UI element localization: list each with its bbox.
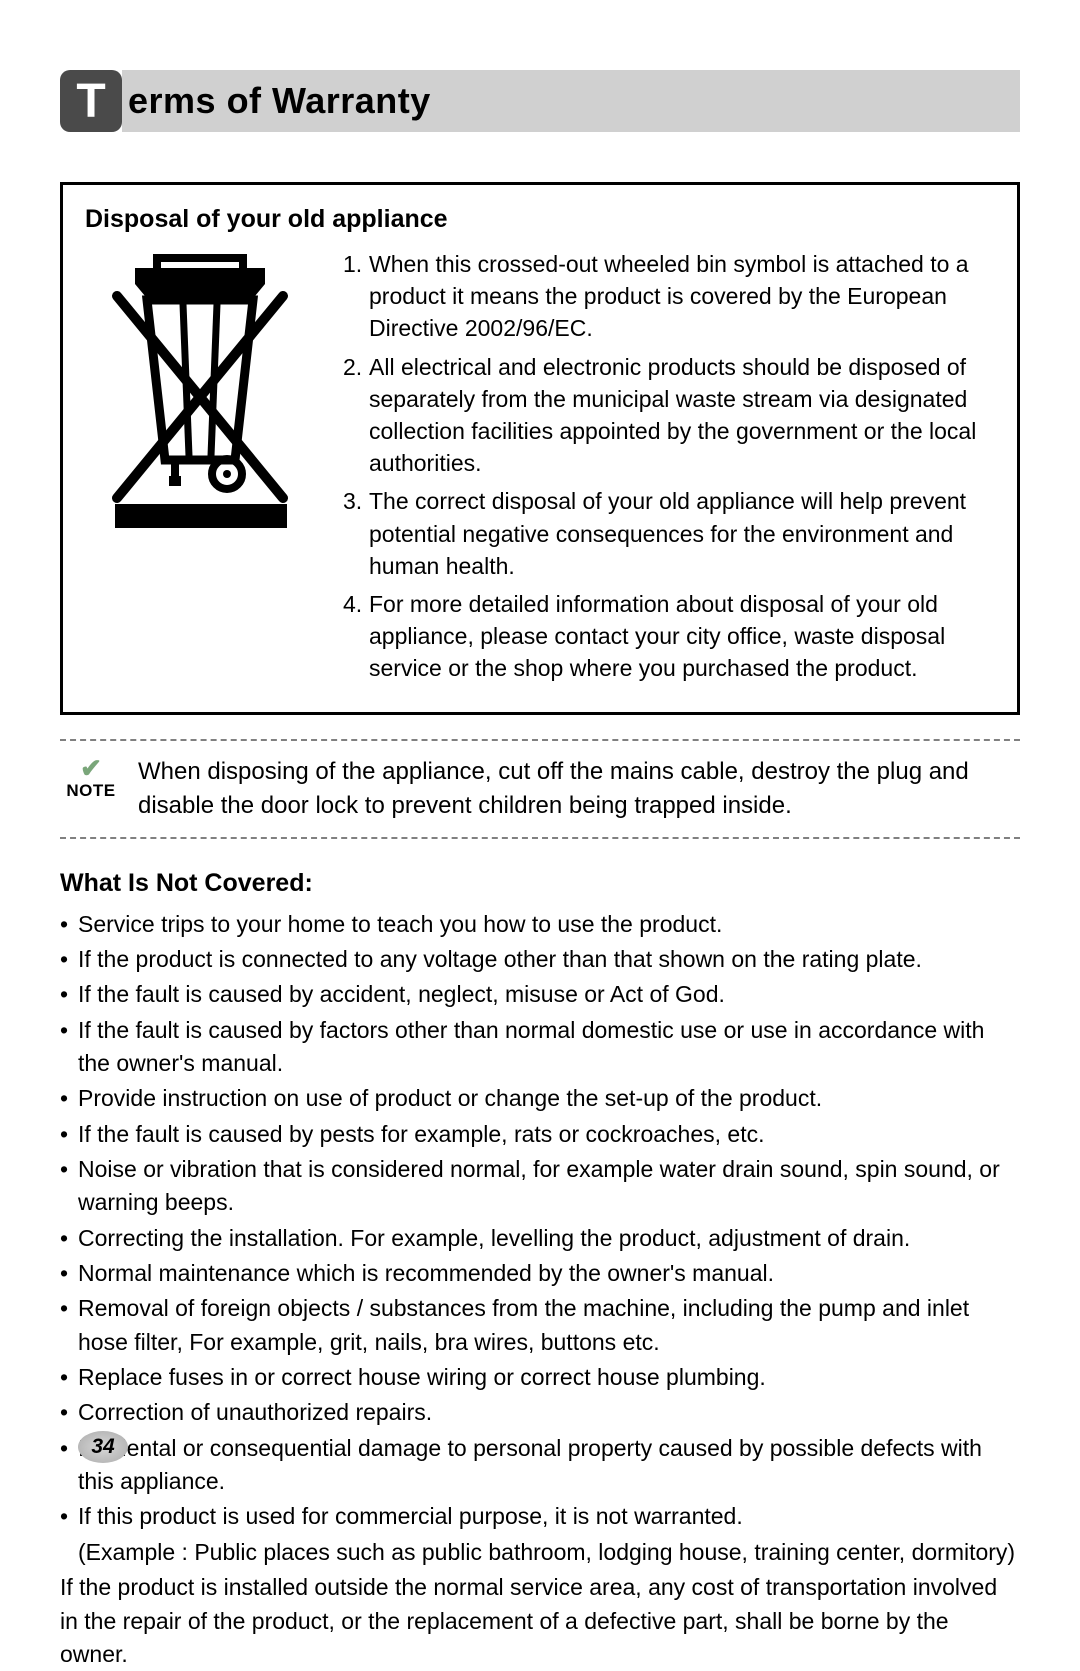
list-item: •Correcting the installation. For exampl… <box>60 1222 1020 1255</box>
disposal-heading: Disposal of your old appliance <box>85 205 995 234</box>
list-item: •Incidental or consequential damage to p… <box>60 1432 1020 1499</box>
not-covered-heading: What Is Not Covered: <box>60 869 1020 898</box>
page-title-bar: T erms of Warranty <box>60 70 1020 132</box>
list-item: 3.The correct disposal of your old appli… <box>343 485 995 582</box>
disposal-box: Disposal of your old appliance <box>60 182 1020 715</box>
list-item: •If the fault is caused by pests for exa… <box>60 1118 1020 1151</box>
page-number-badge: 34 <box>78 1431 128 1463</box>
list-item: •Service trips to your home to teach you… <box>60 908 1020 941</box>
list-item: •If the fault is caused by factors other… <box>60 1014 1020 1081</box>
example-line: (Example : Public places such as public … <box>60 1536 1020 1569</box>
list-item: •Provide instruction on use of product o… <box>60 1082 1020 1115</box>
list-item: •Noise or vibration that is considered n… <box>60 1153 1020 1220</box>
page-number: 34 <box>78 1431 128 1463</box>
disposal-content: 1.When this crossed-out wheeled bin symb… <box>85 248 995 690</box>
not-covered-list: •Service trips to your home to teach you… <box>60 908 1020 1570</box>
list-item: •Removal of foreign objects / substances… <box>60 1292 1020 1359</box>
list-item: •If the fault is caused by accident, neg… <box>60 978 1020 1011</box>
list-item: •Normal maintenance which is recommended… <box>60 1257 1020 1290</box>
list-item: •If this product is used for commercial … <box>60 1500 1020 1533</box>
list-item: 2.All electrical and electronic products… <box>343 351 995 480</box>
title-initial-cap: T <box>60 70 122 132</box>
disposal-list: 1.When this crossed-out wheeled bin symb… <box>343 248 995 690</box>
note-label: NOTE <box>60 781 122 801</box>
check-icon: ✔ <box>60 755 122 781</box>
note-badge: ✔ NOTE <box>60 755 122 822</box>
not-covered-footer: If the product is installed outside the … <box>60 1571 1020 1671</box>
list-item: •Replace fuses in or correct house wirin… <box>60 1361 1020 1394</box>
note-section: ✔ NOTE When disposing of the appliance, … <box>60 739 1020 838</box>
list-item: 1.When this crossed-out wheeled bin symb… <box>343 248 995 345</box>
list-item: •Correction of unauthorized repairs. <box>60 1396 1020 1429</box>
title-rest: erms of Warranty <box>122 70 1020 132</box>
list-item: 4.For more detailed information about di… <box>343 588 995 685</box>
list-item: •If the product is connected to any volt… <box>60 943 1020 976</box>
wheeled-bin-crossed-icon <box>85 248 315 690</box>
note-text: When disposing of the appliance, cut off… <box>138 755 1020 822</box>
